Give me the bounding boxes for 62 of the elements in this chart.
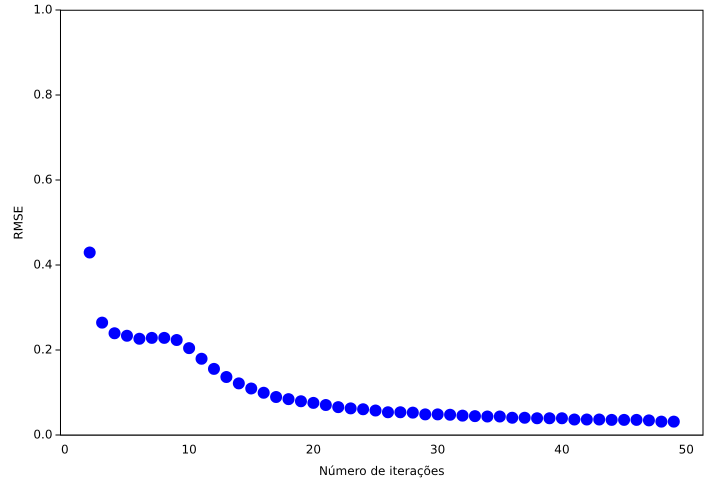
point bbox=[655, 416, 668, 428]
point bbox=[120, 330, 133, 342]
x-tick-label: 0 bbox=[61, 442, 69, 457]
y-tick-label: 0.2 bbox=[33, 342, 52, 356]
point bbox=[370, 404, 382, 417]
point bbox=[344, 402, 357, 414]
point bbox=[506, 412, 518, 424]
point bbox=[394, 406, 406, 418]
point bbox=[158, 332, 170, 344]
point bbox=[307, 396, 320, 409]
x-tick-label: 20 bbox=[306, 442, 322, 457]
point bbox=[481, 410, 494, 422]
y-tick-label: 0.6 bbox=[33, 172, 52, 186]
point bbox=[170, 334, 183, 346]
point bbox=[432, 408, 444, 420]
y-tick-label: 0.4 bbox=[33, 257, 52, 272]
y-axis-title: RMSE bbox=[11, 206, 26, 240]
point bbox=[456, 410, 469, 422]
point bbox=[606, 414, 618, 426]
x-tick-label: 30 bbox=[430, 442, 446, 457]
point bbox=[593, 413, 606, 426]
point bbox=[580, 413, 593, 426]
point bbox=[556, 412, 568, 424]
point bbox=[630, 414, 643, 426]
point bbox=[406, 406, 419, 419]
point bbox=[220, 370, 232, 383]
point bbox=[294, 395, 307, 408]
point bbox=[282, 393, 295, 406]
point bbox=[568, 413, 580, 426]
point bbox=[544, 412, 556, 424]
point bbox=[518, 412, 531, 424]
point bbox=[146, 332, 158, 344]
y-tick-label: 0.8 bbox=[33, 87, 52, 102]
y-tick-label: 0.0 bbox=[33, 427, 52, 442]
point bbox=[642, 414, 655, 426]
x-tick-label: 10 bbox=[181, 442, 197, 457]
point bbox=[183, 342, 196, 354]
x-tick-label: 40 bbox=[554, 442, 570, 457]
point bbox=[258, 386, 270, 399]
point bbox=[357, 403, 370, 416]
x-tick-label: 50 bbox=[678, 442, 694, 457]
point bbox=[618, 414, 630, 426]
point bbox=[531, 412, 544, 424]
point bbox=[270, 390, 282, 403]
point bbox=[468, 410, 481, 422]
point bbox=[332, 401, 344, 414]
point bbox=[320, 399, 332, 412]
point bbox=[382, 406, 394, 418]
point bbox=[208, 362, 220, 375]
point bbox=[494, 410, 506, 422]
point bbox=[108, 327, 121, 340]
point bbox=[668, 416, 680, 428]
point bbox=[245, 382, 258, 394]
point bbox=[444, 408, 456, 421]
point bbox=[419, 408, 432, 420]
point bbox=[196, 352, 208, 365]
y-tick-label: 1.0 bbox=[33, 2, 52, 16]
point bbox=[96, 316, 108, 329]
point bbox=[84, 246, 96, 258]
point bbox=[232, 377, 245, 390]
point bbox=[133, 332, 146, 345]
x-axis-title: Número de iterações bbox=[318, 464, 445, 478]
